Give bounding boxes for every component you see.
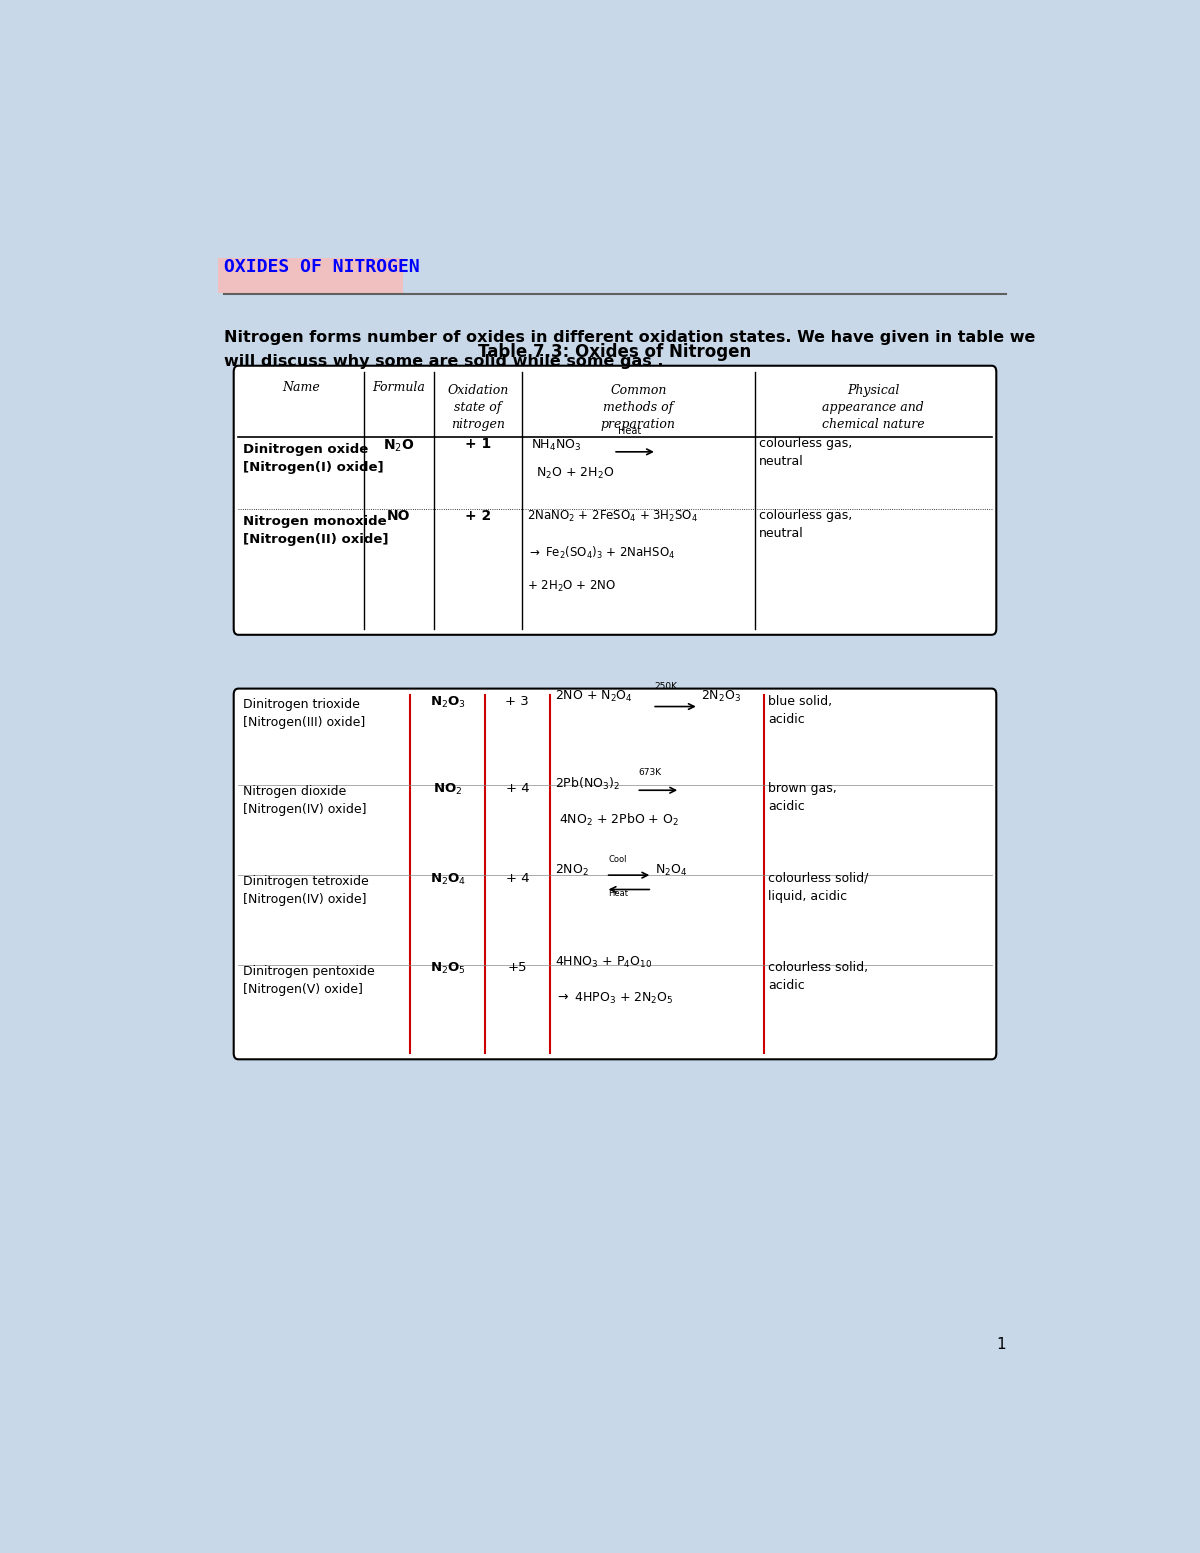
Text: blue solid,
acidic: blue solid, acidic xyxy=(768,694,833,725)
Text: 4HNO$_3$ + P$_4$O$_{10}$: 4HNO$_3$ + P$_4$O$_{10}$ xyxy=(554,955,652,971)
Text: brown gas,
acidic: brown gas, acidic xyxy=(768,781,838,812)
Text: 250K: 250K xyxy=(654,682,677,691)
Text: Heat: Heat xyxy=(618,426,641,436)
Text: Formula: Formula xyxy=(372,382,425,394)
Text: Cool: Cool xyxy=(608,856,626,865)
Text: + 3: + 3 xyxy=(505,694,529,708)
Text: colourless gas,
neutral: colourless gas, neutral xyxy=(760,438,852,469)
Text: + 2H$_2$O + 2NO: + 2H$_2$O + 2NO xyxy=(527,579,616,593)
Text: N$_2$O + 2H$_2$O: N$_2$O + 2H$_2$O xyxy=(536,466,614,481)
Text: N$_2$O$_4$: N$_2$O$_4$ xyxy=(430,871,466,887)
Text: $\rightarrow$ 4HPO$_3$ + 2N$_2$O$_5$: $\rightarrow$ 4HPO$_3$ + 2N$_2$O$_5$ xyxy=(554,991,673,1006)
Text: 2N$_2$O$_3$: 2N$_2$O$_3$ xyxy=(701,688,740,704)
Text: + 1: + 1 xyxy=(464,438,491,452)
Text: NO: NO xyxy=(388,509,410,523)
Text: N$_2$O$_3$: N$_2$O$_3$ xyxy=(430,694,466,710)
Text: N$_2$O$_4$: N$_2$O$_4$ xyxy=(655,863,688,879)
Text: +5: +5 xyxy=(508,961,527,974)
Text: 2Pb(NO$_3$)$_2$: 2Pb(NO$_3$)$_2$ xyxy=(554,776,619,792)
Text: + 2: + 2 xyxy=(464,509,491,523)
Text: $\rightarrow$ Fe$_2$(SO$_4$)$_3$ + 2NaHSO$_4$: $\rightarrow$ Fe$_2$(SO$_4$)$_3$ + 2NaHS… xyxy=(527,545,674,561)
Text: colourless gas,
neutral: colourless gas, neutral xyxy=(760,509,852,540)
Text: Nitrogen dioxide
[Nitrogen(IV) oxide]: Nitrogen dioxide [Nitrogen(IV) oxide] xyxy=(242,786,366,817)
Text: Name: Name xyxy=(282,382,320,394)
Text: 4NO$_2$ + 2PbO + O$_2$: 4NO$_2$ + 2PbO + O$_2$ xyxy=(559,812,679,828)
Text: 2NO + N$_2$O$_4$: 2NO + N$_2$O$_4$ xyxy=(554,688,632,704)
Text: Oxidation
state of
nitrogen: Oxidation state of nitrogen xyxy=(448,384,509,430)
Text: Dinitrogen tetroxide
[Nitrogen(IV) oxide]: Dinitrogen tetroxide [Nitrogen(IV) oxide… xyxy=(242,876,368,905)
Text: 2NO$_2$: 2NO$_2$ xyxy=(554,863,588,879)
Text: NO$_2$: NO$_2$ xyxy=(433,781,462,797)
Text: NH$_4$NO$_3$: NH$_4$NO$_3$ xyxy=(532,438,582,452)
Text: N$_2$O: N$_2$O xyxy=(383,438,414,453)
Text: Physical
appearance and
chemical nature: Physical appearance and chemical nature xyxy=(822,384,924,430)
Text: Dinitrogen oxide
[Nitrogen(I) oxide]: Dinitrogen oxide [Nitrogen(I) oxide] xyxy=(242,444,384,475)
FancyBboxPatch shape xyxy=(218,258,403,294)
Text: 1: 1 xyxy=(996,1337,1006,1353)
Text: Dinitrogen pentoxide
[Nitrogen(V) oxide]: Dinitrogen pentoxide [Nitrogen(V) oxide] xyxy=(242,964,374,995)
Text: OXIDES OF NITROGEN: OXIDES OF NITROGEN xyxy=(224,258,420,276)
Text: N$_2$O$_5$: N$_2$O$_5$ xyxy=(430,961,466,977)
Text: Nitrogen forms number of oxides in different oxidation states. We have given in : Nitrogen forms number of oxides in diffe… xyxy=(224,329,1036,370)
Text: colourless solid,
acidic: colourless solid, acidic xyxy=(768,961,869,992)
Text: Nitrogen monoxide
[Nitrogen(II) oxide]: Nitrogen monoxide [Nitrogen(II) oxide] xyxy=(242,516,389,547)
Text: 2NaNO$_2$ + 2FeSO$_4$ + 3H$_2$SO$_4$: 2NaNO$_2$ + 2FeSO$_4$ + 3H$_2$SO$_4$ xyxy=(527,509,697,525)
Text: + 4: + 4 xyxy=(505,781,529,795)
Text: colourless solid/
liquid, acidic: colourless solid/ liquid, acidic xyxy=(768,871,869,902)
Text: Table 7.3: Oxides of Nitrogen: Table 7.3: Oxides of Nitrogen xyxy=(479,343,751,360)
FancyBboxPatch shape xyxy=(234,365,996,635)
Text: Heat: Heat xyxy=(608,890,629,899)
Text: 673K: 673K xyxy=(638,769,661,776)
FancyBboxPatch shape xyxy=(234,688,996,1059)
Text: + 4: + 4 xyxy=(505,871,529,885)
Text: Dinitrogen trioxide
[Nitrogen(III) oxide]: Dinitrogen trioxide [Nitrogen(III) oxide… xyxy=(242,699,365,730)
Text: Common
methods of
preparation: Common methods of preparation xyxy=(601,384,676,430)
